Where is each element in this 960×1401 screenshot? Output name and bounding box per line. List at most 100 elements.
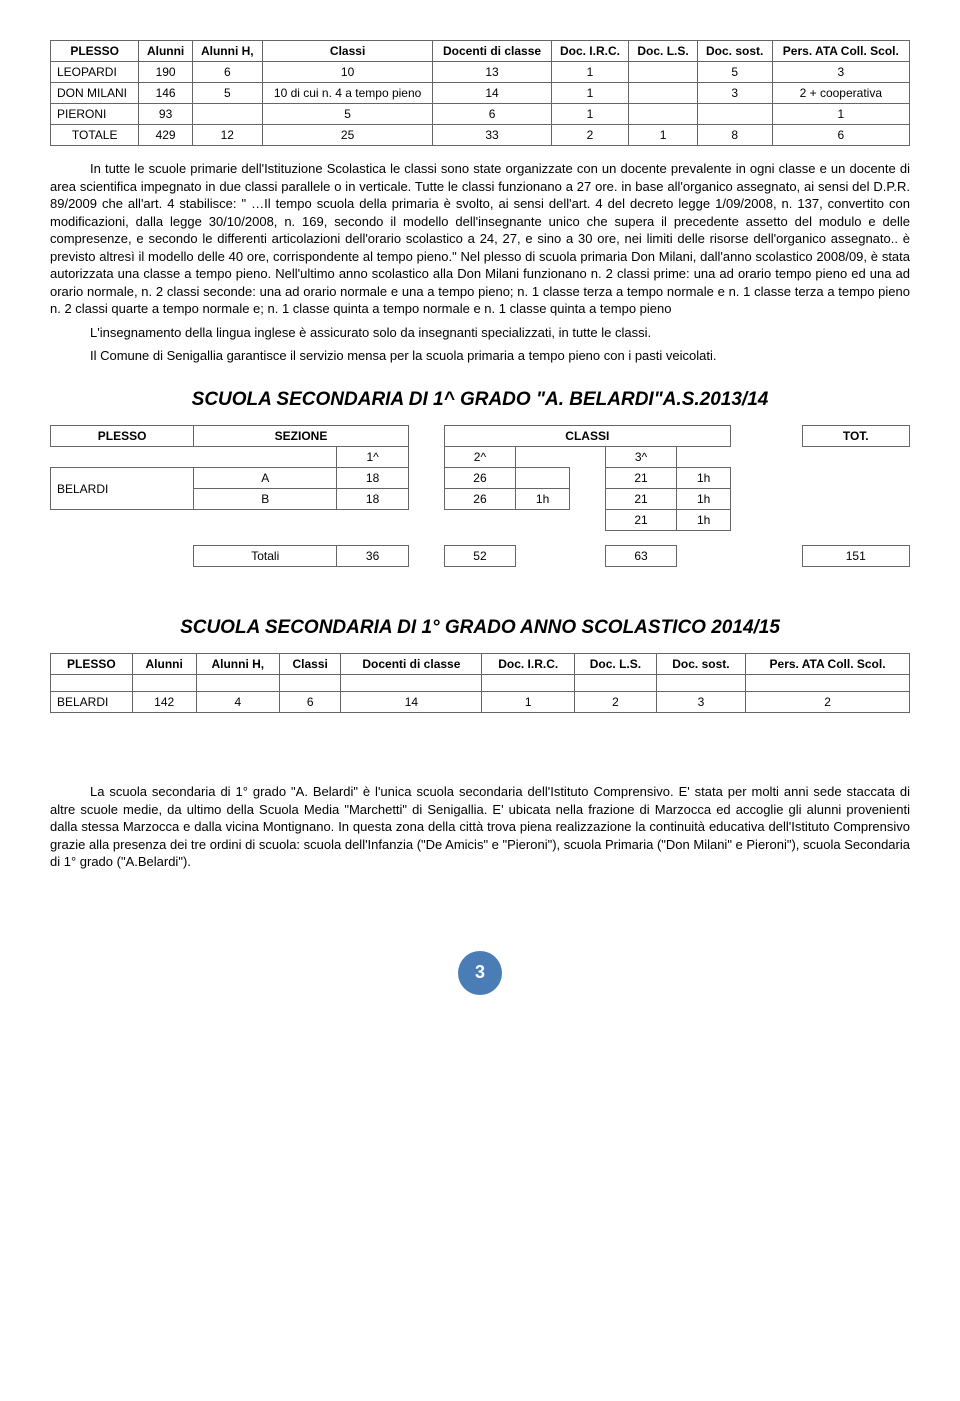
th: TOT. bbox=[802, 426, 909, 447]
cell: 1h bbox=[677, 510, 731, 531]
cell: 26 bbox=[444, 468, 516, 489]
cell: 3 bbox=[772, 62, 909, 83]
cell: 5 bbox=[192, 83, 262, 104]
heading-secondaria-2013: SCUOLA SECONDARIA DI 1^ GRADO "A. BELARD… bbox=[50, 389, 910, 411]
table-header-row: PLESSO Alunni Alunni H, Classi Docenti d… bbox=[51, 41, 910, 62]
th: Classi bbox=[262, 41, 433, 62]
cell: BELARDI bbox=[51, 692, 133, 713]
cell: 6 bbox=[772, 125, 909, 146]
heading-secondaria-2014: SCUOLA SECONDARIA DI 1° GRADO ANNO SCOLA… bbox=[50, 617, 910, 639]
th: Doc. L.S. bbox=[575, 654, 657, 675]
classi-row: BELARDI A 18 26 21 1h bbox=[51, 468, 910, 489]
th: Classi bbox=[279, 654, 340, 675]
cell: 12 bbox=[192, 125, 262, 146]
secondaria-2014-table: PLESSO Alunni Alunni H, Classi Docenti d… bbox=[50, 653, 910, 713]
cell: 2^ bbox=[444, 447, 516, 468]
cell: 2 bbox=[551, 125, 629, 146]
cell: 2 bbox=[575, 692, 657, 713]
body-paragraph-4: La scuola secondaria di 1° grado "A. Bel… bbox=[50, 783, 910, 871]
cell: 52 bbox=[444, 546, 516, 567]
th: CLASSI bbox=[444, 426, 730, 447]
th: Doc. I.R.C. bbox=[551, 41, 629, 62]
cell: 1 bbox=[772, 104, 909, 125]
body-paragraph-3: Il Comune di Senigallia garantisce il se… bbox=[50, 347, 910, 365]
classi-row: 21 1h bbox=[51, 510, 910, 531]
table-row: DON MILANI 146 5 10 di cui n. 4 a tempo … bbox=[51, 83, 910, 104]
th: PLESSO bbox=[51, 41, 139, 62]
cell: 3 bbox=[656, 692, 745, 713]
cell: 33 bbox=[433, 125, 551, 146]
cell: 18 bbox=[337, 489, 409, 510]
th: Pers. ATA Coll. Scol. bbox=[772, 41, 909, 62]
cell bbox=[192, 104, 262, 125]
classi-subhead-row: 1^ 2^ 3^ bbox=[51, 447, 910, 468]
th: Doc. I.R.C. bbox=[482, 654, 575, 675]
cell: 4 bbox=[196, 692, 279, 713]
cell: 21 bbox=[605, 489, 677, 510]
cell: 13 bbox=[433, 62, 551, 83]
primaria-table: PLESSO Alunni Alunni H, Classi Docenti d… bbox=[50, 40, 910, 146]
cell: 21 bbox=[605, 468, 677, 489]
cell: 6 bbox=[279, 692, 340, 713]
cell: 3 bbox=[697, 83, 772, 104]
cell: 5 bbox=[697, 62, 772, 83]
cell: 36 bbox=[337, 546, 409, 567]
cell: A bbox=[194, 468, 337, 489]
cell bbox=[697, 104, 772, 125]
table-row: TOTALE 429 12 25 33 2 1 8 6 bbox=[51, 125, 910, 146]
classi-table: PLESSO SEZIONE CLASSI TOT. 1^ 2^ 3^ BELA… bbox=[50, 425, 910, 567]
cell: PIERONI bbox=[51, 104, 139, 125]
th: Alunni bbox=[132, 654, 196, 675]
cell: 10 bbox=[262, 62, 433, 83]
th: Doc. sost. bbox=[697, 41, 772, 62]
table-header-row: PLESSO Alunni Alunni H, Classi Docenti d… bbox=[51, 654, 910, 675]
th: Doc. L.S. bbox=[629, 41, 697, 62]
cell: 2 + cooperativa bbox=[772, 83, 909, 104]
th: Docenti di classe bbox=[341, 654, 482, 675]
cell: 1 bbox=[551, 62, 629, 83]
cell: 25 bbox=[262, 125, 433, 146]
th: Alunni H, bbox=[192, 41, 262, 62]
cell: 1h bbox=[677, 489, 731, 510]
cell: 5 bbox=[262, 104, 433, 125]
cell: 1 bbox=[482, 692, 575, 713]
classi-totali-row: Totali 36 52 63 151 bbox=[51, 546, 910, 567]
page-number: 3 bbox=[475, 962, 485, 983]
classi-head-row: PLESSO SEZIONE CLASSI TOT. bbox=[51, 426, 910, 447]
body-paragraph-2: L'insegnamento della lingua inglese è as… bbox=[50, 324, 910, 342]
cell: TOTALE bbox=[51, 125, 139, 146]
cell: 1 bbox=[629, 125, 697, 146]
cell: Totali bbox=[194, 546, 337, 567]
th: Doc. sost. bbox=[656, 654, 745, 675]
cell: 2 bbox=[746, 692, 910, 713]
th: Alunni bbox=[139, 41, 193, 62]
cell: 93 bbox=[139, 104, 193, 125]
table-row bbox=[51, 675, 910, 692]
cell: 14 bbox=[433, 83, 551, 104]
page-number-circle: 3 bbox=[458, 951, 502, 995]
cell: 6 bbox=[192, 62, 262, 83]
cell: 142 bbox=[132, 692, 196, 713]
cell: 6 bbox=[433, 104, 551, 125]
plesso-cell: BELARDI bbox=[51, 468, 194, 510]
cell: 3^ bbox=[605, 447, 677, 468]
cell: 18 bbox=[337, 468, 409, 489]
table-row: BELARDI 142 4 6 14 1 2 3 2 bbox=[51, 692, 910, 713]
th: Pers. ATA Coll. Scol. bbox=[746, 654, 910, 675]
th: PLESSO bbox=[51, 426, 194, 447]
cell: B bbox=[194, 489, 337, 510]
cell: 26 bbox=[444, 489, 516, 510]
cell bbox=[629, 83, 697, 104]
table-row: PIERONI 93 5 6 1 1 bbox=[51, 104, 910, 125]
cell: 1 bbox=[551, 104, 629, 125]
cell: 429 bbox=[139, 125, 193, 146]
body-paragraph-1: In tutte le scuole primarie dell'Istituz… bbox=[50, 160, 910, 318]
classi-spacer-row bbox=[51, 531, 910, 546]
cell: 10 di cui n. 4 a tempo pieno bbox=[262, 83, 433, 104]
cell: LEOPARDI bbox=[51, 62, 139, 83]
th: SEZIONE bbox=[194, 426, 409, 447]
cell: 1h bbox=[677, 468, 731, 489]
cell: 146 bbox=[139, 83, 193, 104]
th: Docenti di classe bbox=[433, 41, 551, 62]
cell: 1 bbox=[551, 83, 629, 104]
